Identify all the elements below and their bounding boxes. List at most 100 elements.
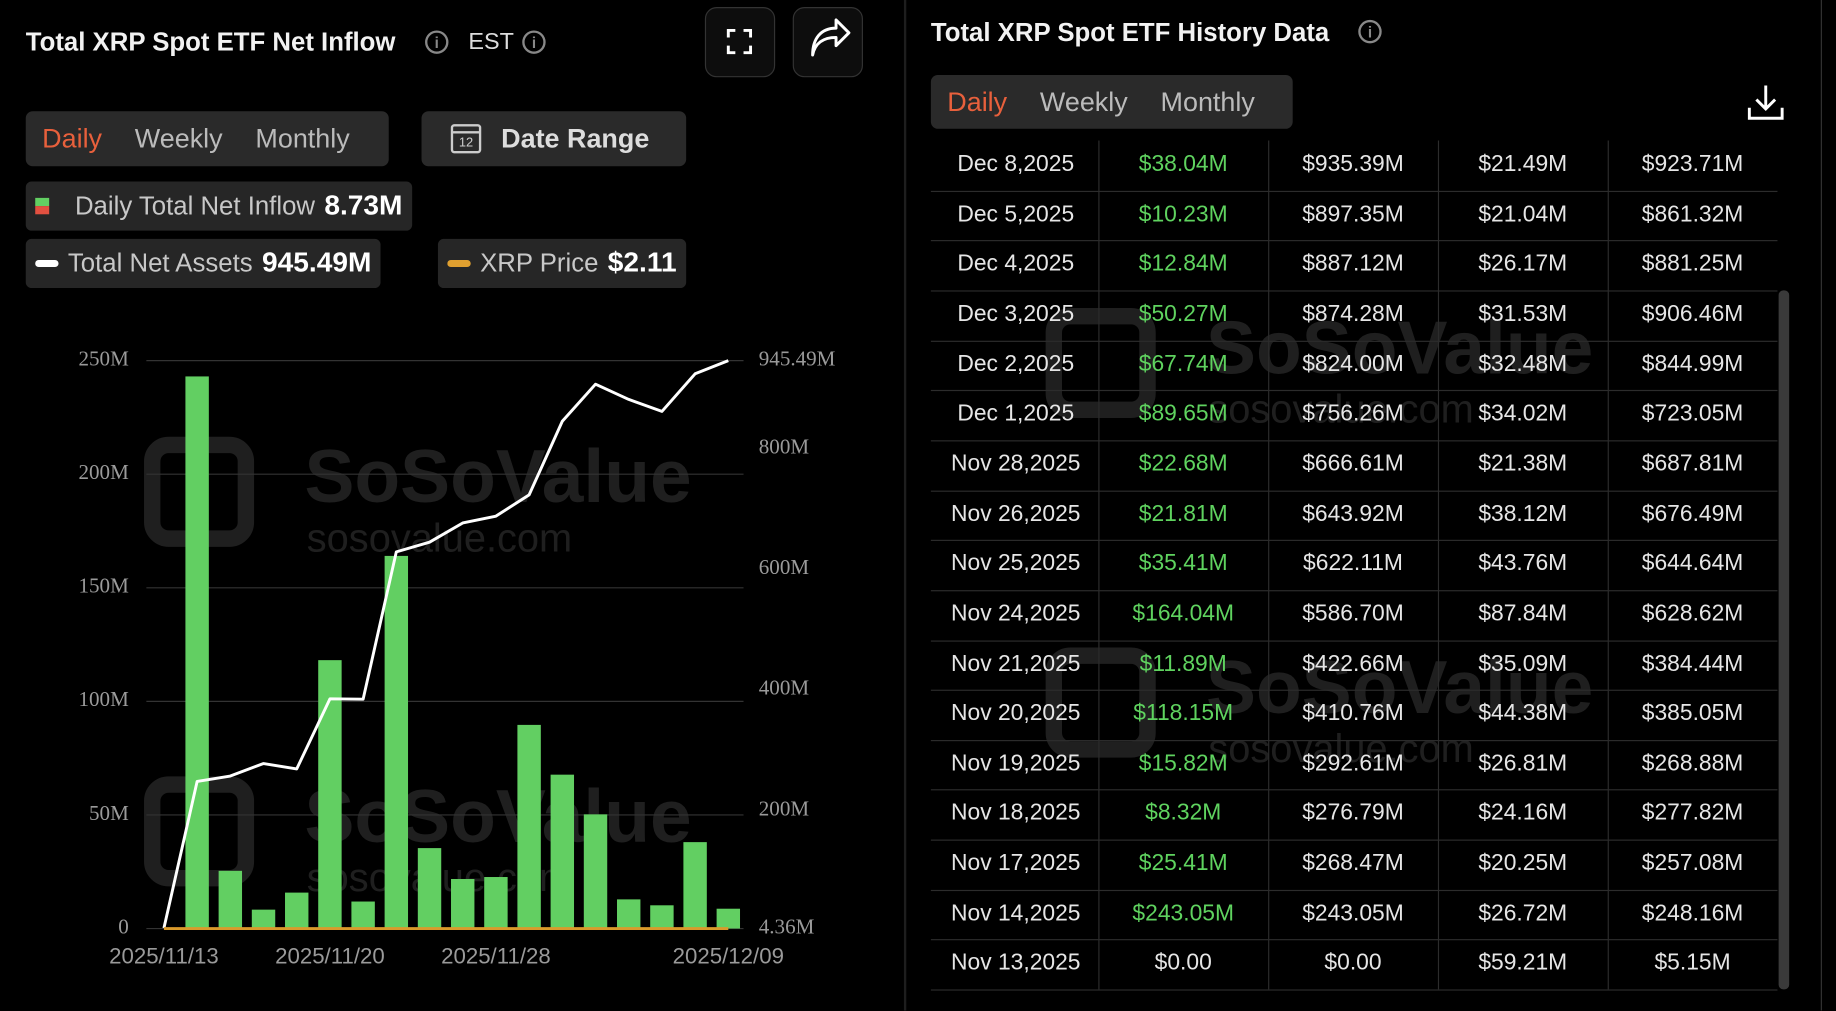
table-cell: $643.92M	[1302, 500, 1404, 527]
line	[162, 359, 729, 929]
table-cell: $887.12M	[1302, 250, 1404, 277]
table-cell: $257.08M	[1641, 850, 1744, 876]
watermark-brand: SoSoValue	[304, 774, 691, 858]
table-cell: Nov 13,2025	[951, 950, 1081, 976]
table-cell: $268.88M	[1641, 750, 1744, 777]
table-cell: $644.64M	[1641, 550, 1744, 577]
table-cell: $43.76M	[1478, 550, 1568, 577]
table-cell: $32.48M	[1478, 350, 1568, 377]
table-cell: Nov 19,2025	[951, 750, 1081, 777]
tab[interactable]: Weekly	[1039, 86, 1128, 117]
table-cell: Nov 18,2025	[951, 800, 1081, 827]
table-cell: $861.32M	[1641, 200, 1744, 227]
row-divider	[930, 440, 1778, 442]
bar	[451, 878, 475, 929]
legend-assets[interactable]: Total Net Assets 945.49M	[25, 238, 381, 289]
table-cell: $59.21M	[1478, 950, 1568, 976]
table-cell: Nov 28,2025	[951, 450, 1081, 477]
bar	[318, 660, 342, 929]
tab[interactable]: Monthly	[255, 122, 350, 154]
table-cell: $38.12M	[1478, 500, 1568, 527]
table-cell: Nov 20,2025	[951, 700, 1081, 727]
table-title: Total XRP Spot ETF History Data	[930, 17, 1330, 47]
table-cell: $687.81M	[1641, 450, 1744, 477]
bar	[683, 842, 707, 929]
table-cell: $410.76M	[1302, 700, 1404, 727]
bar	[617, 899, 641, 929]
info-icon[interactable]: i	[522, 30, 546, 54]
bar	[251, 909, 276, 929]
table-cell: Dec 1,2025	[957, 400, 1075, 427]
watermark-logo	[1045, 647, 1156, 758]
y-tick-label: 50M	[89, 801, 129, 825]
chart: SoSoValuesosovalue.comSoSoValuesosovalue…	[78, 346, 835, 969]
table-cell: Nov 26,2025	[951, 500, 1081, 527]
info-icon[interactable]: i	[1358, 19, 1382, 44]
date-range-button[interactable]: 12 Date Range	[421, 111, 687, 167]
table-cell: Nov 24,2025	[951, 600, 1081, 627]
table-cell: Nov 17,2025	[951, 850, 1081, 876]
scrollbar[interactable]	[1778, 290, 1790, 990]
table-cell: $21.38M	[1478, 450, 1568, 477]
row-divider	[930, 540, 1778, 542]
row-divider	[930, 290, 1778, 292]
fullscreen-button[interactable]	[704, 7, 776, 78]
download-button[interactable]	[1745, 82, 1787, 124]
tab[interactable]: Weekly	[134, 122, 223, 154]
table-cell: $44.38M	[1478, 700, 1568, 727]
table-cell: $26.81M	[1478, 750, 1568, 777]
legend-inflow[interactable]: Daily Total Net Inflow 8.73M	[25, 181, 412, 231]
timezone[interactable]: EST	[468, 29, 514, 56]
table-cell: $0.00	[1324, 950, 1382, 976]
bar	[351, 901, 375, 929]
table-cell: $384.44M	[1641, 650, 1744, 677]
table-cell: Nov 25,2025	[951, 550, 1081, 577]
table-cell: $243.05M	[1132, 900, 1234, 926]
panel-edge	[1820, 0, 1836, 1011]
table-cell: $756.26M	[1302, 400, 1404, 427]
watermark-brand: SoSoValue	[1206, 645, 1593, 729]
bar	[384, 555, 409, 929]
row-divider	[930, 490, 1778, 492]
y2-tick-label: 800M	[759, 434, 810, 458]
table-cell: $11.89M	[1139, 650, 1227, 677]
share-button[interactable]	[792, 7, 863, 78]
table-cell: $844.99M	[1641, 350, 1744, 377]
table-cell: $586.70M	[1302, 600, 1404, 627]
period-tabs: Daily Weekly Monthly	[25, 111, 389, 167]
watermark-brand: SoSoValue	[304, 434, 691, 518]
x-tick-label: 2025/11/13	[109, 944, 219, 969]
table-cell: $10.23M	[1138, 200, 1228, 227]
share-icon	[811, 18, 851, 57]
row-divider	[930, 190, 1778, 192]
table-cell: $292.61M	[1302, 750, 1404, 777]
watermark-logo	[1045, 307, 1156, 419]
calendar-icon: 12	[450, 124, 482, 154]
table-cell: $31.53M	[1478, 300, 1568, 327]
bar	[484, 877, 508, 929]
bar	[716, 908, 741, 929]
table-cell: $622.11M	[1303, 550, 1403, 577]
table-cell: Dec 4,2025	[957, 250, 1075, 277]
y2-tick-label: 200M	[759, 796, 810, 820]
legend-price[interactable]: XRP Price $2.11	[437, 238, 686, 289]
table-cell: $0.00	[1154, 950, 1212, 976]
divider	[903, 0, 907, 1011]
table-cell: Dec 3,2025	[957, 300, 1075, 327]
table-cell: $268.47M	[1302, 850, 1404, 876]
table-cell: $881.25M	[1641, 250, 1744, 277]
tab[interactable]: Monthly	[1160, 86, 1255, 117]
table-cell: $277.82M	[1641, 800, 1744, 827]
tab[interactable]: Daily	[42, 122, 103, 154]
y2-tick-label: 400M	[759, 676, 810, 700]
tab[interactable]: Daily	[947, 86, 1008, 117]
bar	[417, 848, 442, 929]
table-cell: $906.46M	[1641, 300, 1744, 327]
legend-value: $2.11	[607, 247, 677, 279]
table-cell: $676.49M	[1641, 500, 1744, 527]
table-cell: $385.05M	[1641, 700, 1744, 727]
info-icon[interactable]: i	[425, 30, 449, 54]
table-cell: $248.16M	[1641, 900, 1744, 926]
table-cell: $874.28M	[1302, 300, 1404, 327]
